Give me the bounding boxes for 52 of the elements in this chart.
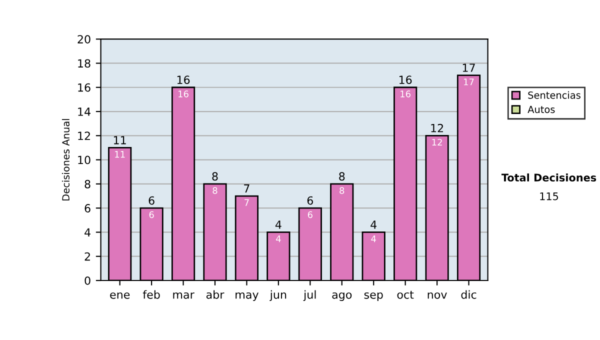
data-label: 4 <box>371 236 376 242</box>
x-tick-label: ene <box>110 292 130 299</box>
total-label: 4 <box>370 220 377 229</box>
y-tick-label: 20 <box>78 35 90 44</box>
data-label: 17 <box>464 78 474 86</box>
total-label: 16 <box>177 76 190 84</box>
total-label: 16 <box>399 76 412 84</box>
x-tick-label: may <box>236 292 258 301</box>
total-label: 11 <box>114 136 126 144</box>
data-label: 11 <box>115 151 125 158</box>
total-label: 17 <box>462 64 475 72</box>
data-label: 6 <box>308 211 312 218</box>
text: Total Decisiones <box>501 173 596 182</box>
y-tick-label: 6 <box>84 204 90 212</box>
text: 115 <box>540 192 558 200</box>
data-label: 16 <box>178 90 188 98</box>
y-tick-label: 16 <box>78 83 90 92</box>
y-tick-label: 12 <box>78 132 90 140</box>
data-label: 8 <box>212 187 218 194</box>
y-tick-label: 14 <box>78 108 90 116</box>
y-tick-label: 10 <box>78 156 90 164</box>
y-tick-label: 18 <box>78 59 90 68</box>
x-tick-label: mar <box>173 292 194 299</box>
data-label: 4 <box>276 236 281 242</box>
x-tick-label: dic <box>461 290 476 299</box>
x-tick-label: feb <box>142 290 160 299</box>
x-tick-label: abr <box>206 290 224 299</box>
y-tick-label: 4 <box>84 228 90 236</box>
data-label: 7 <box>244 199 249 206</box>
legend-label: Autos <box>528 106 555 114</box>
data-label: 12 <box>432 138 442 146</box>
x-tick-label: ago <box>332 292 352 301</box>
total-label: 4 <box>275 220 282 229</box>
data-label: 8 <box>340 187 344 194</box>
x-tick-label: nov <box>428 292 447 299</box>
x-tick-label: jun <box>270 290 286 301</box>
total-label: 7 <box>244 184 250 192</box>
x-tick-label: oct <box>397 290 414 299</box>
data-label: 6 <box>149 211 154 218</box>
total-label: 6 <box>307 196 313 205</box>
y-tick-label: 0 <box>84 276 90 285</box>
y-axis-title: Decisiones Anual <box>62 119 70 200</box>
y-tick-label: 2 <box>84 252 90 261</box>
total-label: 6 <box>148 196 154 205</box>
legend-label: Sentencias <box>528 91 580 99</box>
total-label: 8 <box>339 172 345 181</box>
data-label: 16 <box>400 90 410 98</box>
total-label: 12 <box>431 124 443 132</box>
total-label: 8 <box>212 172 218 181</box>
x-tick-label: jul <box>303 290 316 301</box>
y-tick-label: 8 <box>84 180 90 188</box>
x-tick-label: sep <box>364 292 383 301</box>
